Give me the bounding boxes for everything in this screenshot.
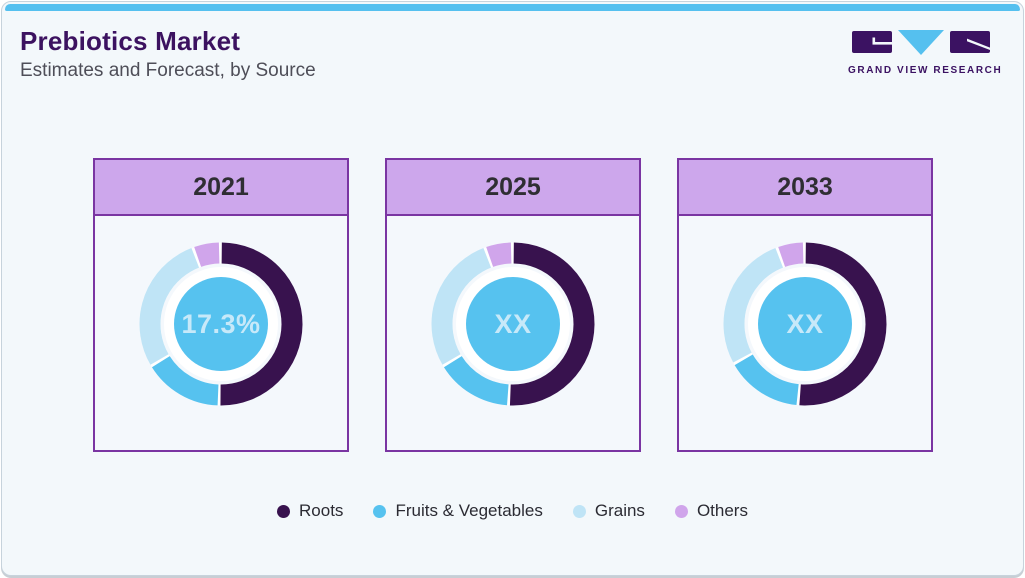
year-card-title: 2021 — [95, 160, 347, 216]
page-subtitle: Estimates and Forecast, by Source — [20, 60, 316, 81]
donut-segment — [139, 242, 303, 406]
year-card-2021: 2021 17.3% — [93, 158, 349, 452]
donut-center-value: XX — [494, 308, 532, 339]
legend-item-roots: Roots — [277, 501, 343, 521]
others-swatch-icon — [674, 504, 688, 518]
year-card-2033: 2033 XX — [677, 158, 933, 452]
logo-wordmark: GRAND VIEW RESEARCH — [848, 65, 1003, 76]
legend-item-others: Others — [674, 501, 748, 521]
chart-legend: Roots Fruits & Vegetables Grains Others — [2, 501, 1023, 521]
accent-top-bar — [5, 4, 1020, 11]
fruits-vegetables-swatch-icon — [373, 504, 387, 518]
legend-label: Fruits & Vegetables — [395, 501, 543, 520]
donut-chart-svg — [139, 242, 303, 406]
donut-chart-2025: XX — [431, 242, 595, 406]
donut-segment — [723, 242, 887, 406]
donut-segment — [139, 242, 303, 406]
year-card-2025: 2025 XX — [385, 158, 641, 452]
donut-segment — [431, 242, 595, 406]
year-card-title: 2033 — [679, 160, 931, 216]
roots-swatch-icon — [277, 504, 291, 518]
year-card-title: 2025 — [387, 160, 639, 216]
donut-chart-2033: XX — [723, 242, 887, 406]
donut-chart-svg — [723, 242, 887, 406]
donut-segment — [139, 242, 303, 406]
donut-chart-svg — [431, 242, 595, 406]
legend-label: Grains — [594, 501, 645, 520]
legend-item-fruits-vegetables: Fruits & Vegetables — [373, 501, 543, 521]
legend-item-grains: Grains — [572, 501, 645, 521]
donut-center-value: 17.3% — [181, 308, 261, 339]
donut-chart-2021: 17.3% — [139, 242, 303, 406]
gvr-logo-icon — [852, 30, 990, 55]
legend-label: Others — [696, 501, 748, 520]
grains-swatch-icon — [572, 504, 586, 518]
donut-segment — [431, 242, 595, 406]
grand-view-research-logo: GRAND VIEW RESEARCH — [848, 30, 1003, 76]
page-title: Prebiotics Market — [20, 26, 241, 56]
legend-label: Roots — [299, 501, 344, 520]
donut-center-value: XX — [786, 308, 824, 339]
